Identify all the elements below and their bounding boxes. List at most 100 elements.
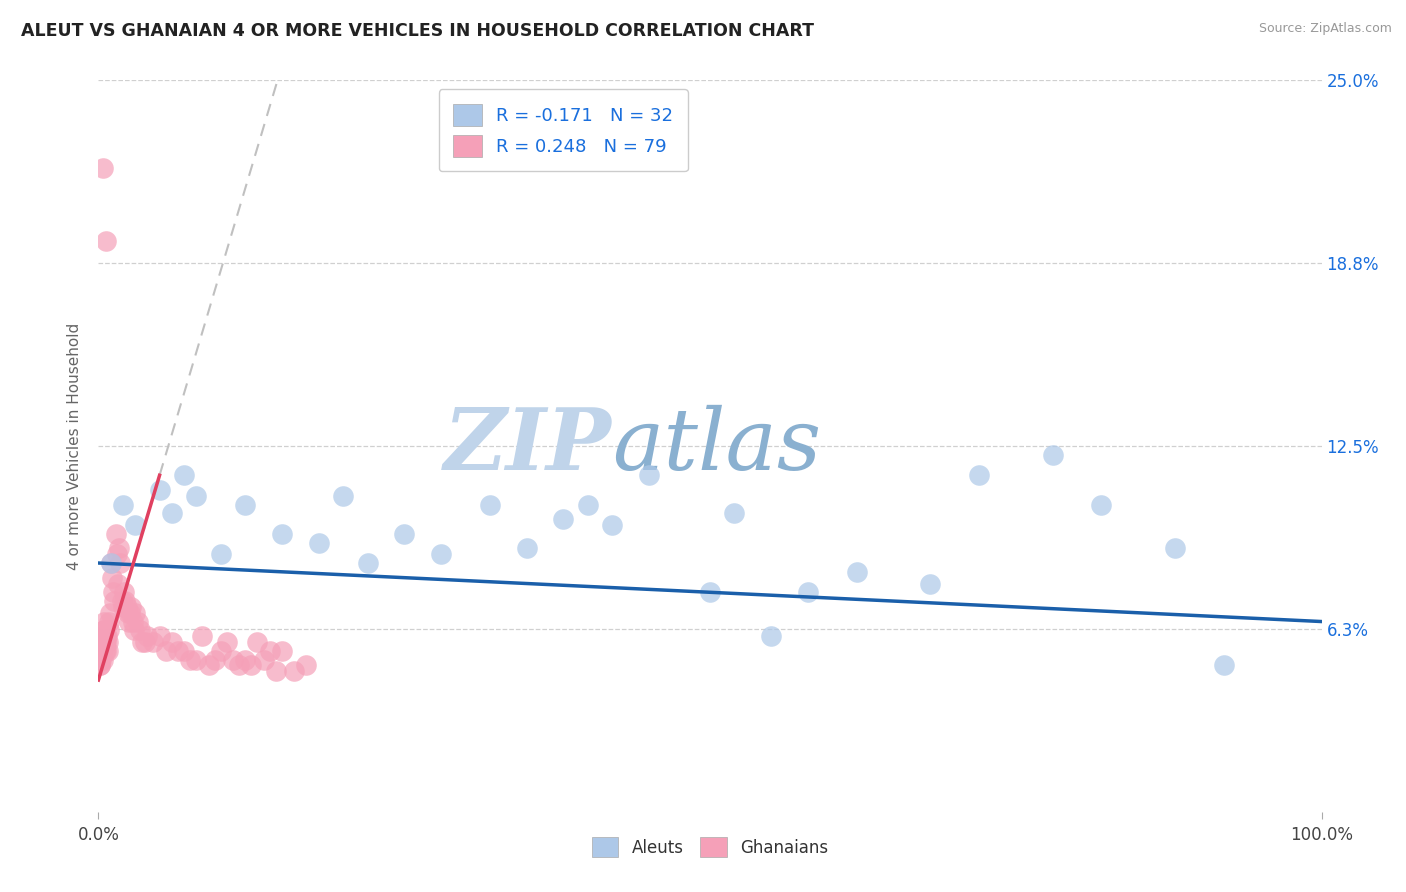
Point bbox=[222, 652, 245, 666]
Point bbox=[160, 506, 183, 520]
Point bbox=[129, 624, 152, 638]
Y-axis label: 4 or more Vehicles in Household: 4 or more Vehicles in Household bbox=[67, 322, 83, 570]
Point bbox=[120, 599, 142, 614]
Point bbox=[124, 606, 146, 620]
Point bbox=[179, 652, 201, 666]
Point bbox=[120, 606, 142, 620]
Point bbox=[93, 635, 115, 649]
Point bbox=[240, 658, 263, 673]
Point bbox=[104, 526, 127, 541]
Point bbox=[94, 629, 117, 643]
Point bbox=[98, 606, 121, 620]
Point bbox=[295, 658, 318, 673]
Point bbox=[259, 644, 281, 658]
Point bbox=[332, 489, 354, 503]
Point bbox=[97, 644, 120, 658]
Point bbox=[197, 658, 219, 673]
Point bbox=[93, 615, 115, 629]
Point bbox=[155, 644, 177, 658]
Legend: Aleuts, Ghanaians: Aleuts, Ghanaians bbox=[583, 829, 837, 865]
Text: ZIP: ZIP bbox=[444, 404, 612, 488]
Point bbox=[91, 644, 114, 658]
Point bbox=[91, 652, 114, 666]
Point bbox=[98, 615, 121, 629]
Point bbox=[90, 644, 112, 658]
Point bbox=[209, 547, 232, 561]
Point bbox=[118, 615, 141, 629]
Point bbox=[845, 565, 868, 579]
Point bbox=[108, 541, 131, 556]
Point bbox=[270, 644, 294, 658]
Point bbox=[93, 624, 115, 638]
Point bbox=[920, 576, 942, 591]
Point bbox=[1164, 541, 1187, 556]
Point bbox=[186, 489, 208, 503]
Point bbox=[110, 556, 132, 570]
Point bbox=[97, 624, 120, 638]
Point bbox=[121, 615, 143, 629]
Point bbox=[112, 585, 135, 599]
Point bbox=[111, 599, 134, 614]
Point bbox=[89, 658, 111, 673]
Point bbox=[101, 571, 124, 585]
Point bbox=[233, 498, 256, 512]
Point bbox=[90, 652, 112, 666]
Point bbox=[149, 483, 172, 497]
Point bbox=[100, 556, 122, 570]
Point bbox=[134, 635, 156, 649]
Point bbox=[246, 635, 269, 649]
Point bbox=[430, 547, 453, 561]
Point bbox=[90, 635, 112, 649]
Point bbox=[228, 658, 250, 673]
Point bbox=[103, 594, 125, 608]
Point bbox=[91, 644, 114, 658]
Point bbox=[111, 498, 134, 512]
Point bbox=[96, 635, 118, 649]
Point bbox=[93, 624, 115, 638]
Point bbox=[191, 629, 214, 643]
Point bbox=[89, 658, 111, 673]
Point bbox=[173, 468, 195, 483]
Point bbox=[1042, 448, 1064, 462]
Point bbox=[101, 585, 124, 599]
Point bbox=[90, 644, 112, 658]
Point bbox=[89, 652, 111, 666]
Point bbox=[160, 635, 183, 649]
Point bbox=[576, 498, 599, 512]
Point bbox=[186, 652, 208, 666]
Point bbox=[967, 468, 990, 483]
Point bbox=[638, 468, 661, 483]
Point bbox=[96, 629, 118, 643]
Point bbox=[761, 629, 783, 643]
Point bbox=[1212, 658, 1234, 673]
Point bbox=[308, 535, 330, 549]
Point bbox=[233, 652, 256, 666]
Text: atlas: atlas bbox=[612, 405, 821, 487]
Point bbox=[392, 526, 416, 541]
Point bbox=[94, 234, 117, 248]
Point bbox=[117, 606, 139, 620]
Point bbox=[91, 629, 114, 643]
Point bbox=[90, 635, 112, 649]
Point bbox=[270, 526, 294, 541]
Point bbox=[723, 506, 745, 520]
Point bbox=[149, 629, 172, 643]
Point bbox=[97, 635, 120, 649]
Point bbox=[356, 556, 378, 570]
Text: ALEUT VS GHANAIAN 4 OR MORE VEHICLES IN HOUSEHOLD CORRELATION CHART: ALEUT VS GHANAIAN 4 OR MORE VEHICLES IN … bbox=[21, 22, 814, 40]
Point bbox=[94, 644, 117, 658]
Point bbox=[100, 556, 122, 570]
Point bbox=[252, 652, 274, 666]
Point bbox=[215, 635, 238, 649]
Point bbox=[136, 629, 159, 643]
Point bbox=[204, 652, 226, 666]
Point bbox=[105, 547, 128, 561]
Point bbox=[122, 624, 145, 638]
Point bbox=[167, 644, 190, 658]
Point bbox=[142, 635, 165, 649]
Point bbox=[111, 594, 134, 608]
Point bbox=[516, 541, 538, 556]
Point bbox=[173, 644, 195, 658]
Point bbox=[264, 665, 287, 679]
Point bbox=[127, 615, 149, 629]
